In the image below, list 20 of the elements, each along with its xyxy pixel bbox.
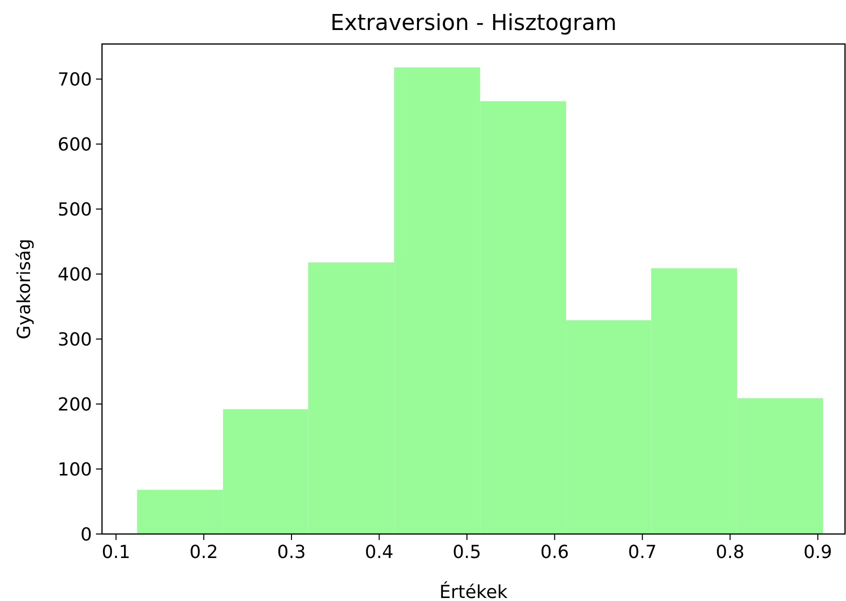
x-tick-label: 0.4 xyxy=(364,542,394,563)
chart-title: Extraversion - Hisztogram xyxy=(330,11,617,36)
x-tick-label: 0.3 xyxy=(277,542,306,563)
x-tick-label: 0.6 xyxy=(540,542,569,563)
y-tick-label: 300 xyxy=(58,329,92,350)
y-tick-label: 600 xyxy=(58,134,92,156)
x-axis-title: Értékek xyxy=(439,581,508,601)
x-tick-label: 0.1 xyxy=(102,542,130,563)
y-tick-label: 0 xyxy=(80,524,92,546)
y-tick-label: 400 xyxy=(58,264,92,286)
y-axis-title: Gyakoriság xyxy=(14,238,35,340)
y-tick-label: 500 xyxy=(58,199,92,220)
x-tick-label: 0.8 xyxy=(716,542,744,563)
x-tick-label: 0.9 xyxy=(803,542,832,563)
x-tick-label: 0.7 xyxy=(628,542,657,563)
x-tick-label: 0.5 xyxy=(452,542,482,563)
y-tick-label: 200 xyxy=(58,394,92,416)
x-tick-label: 0.2 xyxy=(189,542,218,563)
y-tick-label: 700 xyxy=(58,69,92,90)
y-tick-label: 100 xyxy=(58,459,92,480)
